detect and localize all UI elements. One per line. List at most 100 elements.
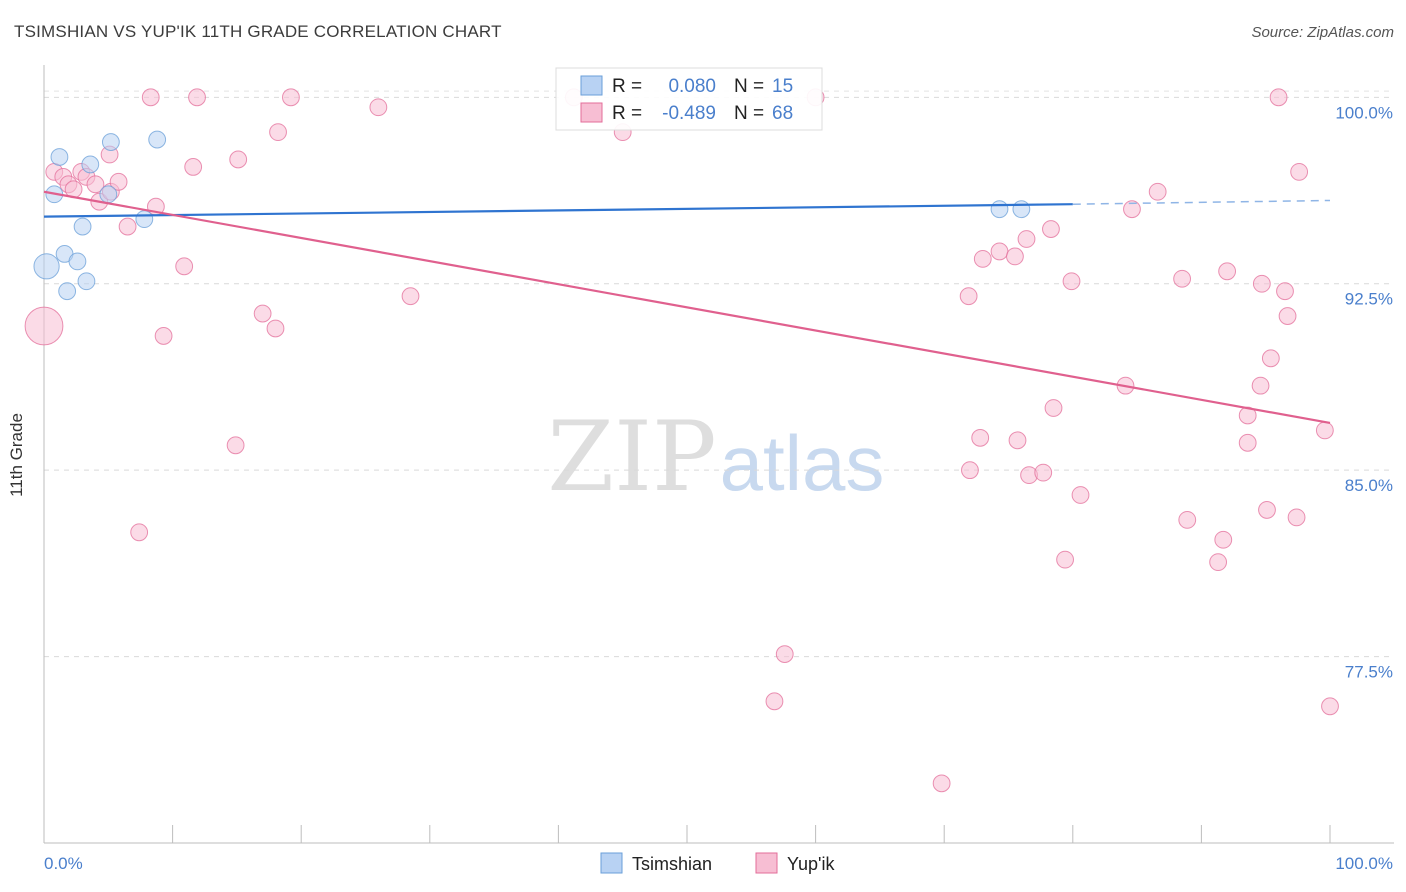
yupik-point	[1148, 182, 1167, 201]
tsimshian-point	[58, 282, 77, 301]
yupik-point	[175, 257, 194, 276]
yupik-point	[961, 461, 979, 480]
yupik-point	[188, 88, 206, 107]
yupik-point	[1034, 463, 1053, 482]
watermark-atlas: atlas	[720, 419, 885, 507]
yupik-point	[959, 287, 978, 306]
data-points	[24, 88, 1339, 793]
tsimshian-point	[1012, 200, 1031, 219]
yupik-point	[1269, 88, 1288, 107]
yupik-point	[1209, 553, 1228, 572]
source-label: Source: ZipAtlas.com	[1251, 24, 1394, 41]
legend-n-value: 68	[772, 103, 793, 124]
gridlines	[44, 90, 1392, 658]
yupik-point	[24, 306, 64, 346]
yupik-point	[1278, 307, 1297, 325]
yupik-trend-line	[43, 190, 1331, 425]
trend-lines	[43, 190, 1331, 425]
yupik-point	[1062, 272, 1081, 291]
tsimshian-point	[33, 253, 60, 280]
axes	[43, 65, 1394, 844]
yupik-point	[154, 327, 173, 345]
yupik-point	[1276, 282, 1294, 301]
tsimshian-point	[81, 155, 100, 174]
x-tick-label-min: 0.0%	[44, 854, 83, 873]
tsimshian-trend-line	[43, 203, 1073, 218]
yupik-point	[184, 158, 203, 176]
yupik-point	[229, 150, 248, 169]
yupik-point	[1287, 508, 1306, 527]
yupik-point	[1214, 530, 1233, 549]
yupik-point	[130, 523, 149, 542]
yupik-point	[1290, 162, 1309, 181]
legend-n-value: 15	[772, 76, 793, 97]
yupik-point	[401, 287, 420, 306]
yupik-point	[1261, 349, 1280, 368]
yupik-point	[765, 692, 784, 711]
yupik-legend-label: Yup'ik	[787, 854, 835, 874]
yupik-legend-swatch	[755, 852, 778, 874]
legend-n-label: N =	[734, 103, 764, 124]
yupik-point	[109, 172, 128, 191]
legend-swatch	[580, 75, 603, 96]
yupik-point	[990, 242, 1009, 261]
watermark-zip: ZIP	[547, 401, 716, 513]
tsimshian-point	[99, 185, 118, 204]
tsimshian-trend-extension	[1072, 199, 1331, 205]
yupik-point	[1123, 200, 1141, 219]
yupik-point	[1008, 431, 1027, 450]
yupik-point	[141, 88, 160, 107]
tsimshian-point	[68, 252, 87, 271]
legend-r-label: R =	[612, 103, 642, 124]
legend-n-label: N =	[734, 76, 764, 97]
yupik-point	[1321, 697, 1339, 716]
y-tick-label: 85.0%	[1345, 476, 1393, 495]
yupik-point	[1044, 399, 1063, 417]
tsimshian-point	[77, 272, 96, 291]
yupik-point	[1251, 376, 1270, 395]
yupik-point	[1238, 433, 1257, 452]
tsimshian-point	[50, 148, 69, 166]
yupik-point	[775, 645, 794, 663]
yupik-point	[973, 249, 992, 268]
yupik-point	[1006, 247, 1024, 266]
y-tick-label: 100.0%	[1335, 103, 1393, 122]
yupik-point	[253, 304, 272, 323]
yupik-point	[1173, 269, 1192, 288]
yupik-point	[1071, 486, 1090, 504]
legend-swatch	[580, 102, 603, 123]
tsimshian-point	[73, 217, 92, 236]
yupik-point	[932, 774, 951, 793]
y-tick-label: 77.5%	[1345, 663, 1393, 682]
yupik-point	[1218, 262, 1237, 281]
legend-r-value: 0.080	[668, 76, 716, 97]
yupik-point	[1017, 230, 1036, 248]
tsimshian-point	[148, 130, 167, 149]
legend-r-value: -0.489	[662, 103, 716, 124]
yupik-point	[282, 88, 300, 107]
yupik-point	[226, 436, 245, 455]
yupik-point	[118, 217, 137, 236]
yupik-point	[269, 123, 287, 142]
yupik-point	[1178, 510, 1197, 529]
stats-legend: R = 0.080 N = 15 R = -0.489 N = 68	[555, 67, 823, 131]
series-legend: Tsimshian Yup'ik	[600, 852, 835, 874]
tsimshian-point	[101, 133, 120, 151]
yupik-point	[1042, 220, 1060, 238]
tick-labels: 100.0% 92.5% 85.0% 77.5% 0.0% 100.0%	[44, 103, 1393, 873]
yupik-point	[1252, 274, 1271, 293]
yupik-point	[1056, 550, 1074, 569]
tsimshian-legend-swatch	[600, 852, 623, 874]
watermark: ZIP atlas	[547, 401, 884, 513]
x-tick-label-max: 100.0%	[1335, 854, 1393, 873]
yupik-point	[971, 428, 990, 447]
y-tick-label: 92.5%	[1345, 290, 1393, 309]
tsimshian-point	[990, 200, 1009, 219]
tsimshian-legend-label: Tsimshian	[632, 854, 712, 874]
yupik-point	[266, 319, 285, 338]
yupik-point	[1315, 421, 1334, 440]
yupik-point	[86, 175, 105, 194]
yupik-point	[1258, 501, 1276, 519]
tsimshian-point	[135, 210, 154, 229]
